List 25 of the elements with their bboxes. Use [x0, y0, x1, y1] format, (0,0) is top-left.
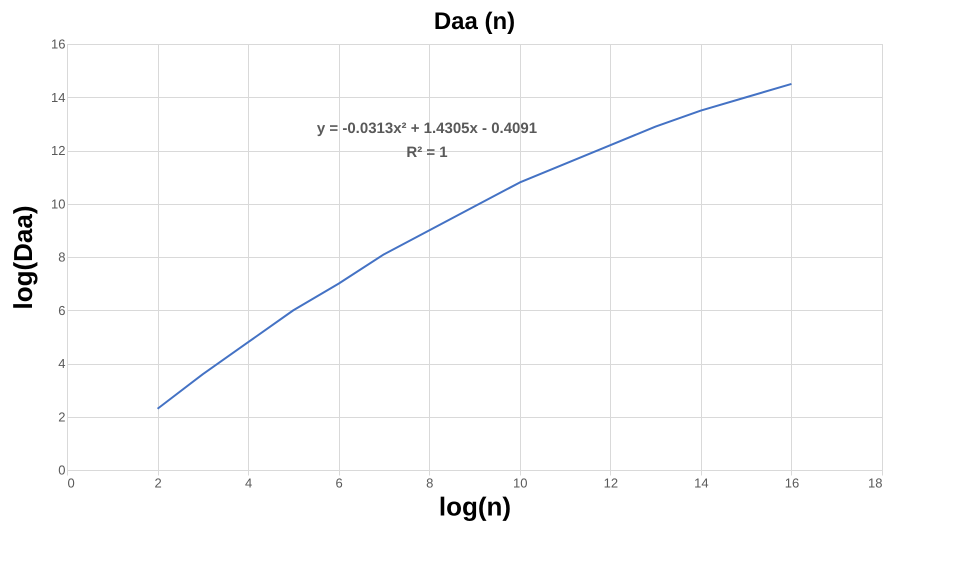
annotation: y = -0.0313x² + 1.4305x - 0.4091 — [316, 120, 538, 137]
y-tick-label: 6 — [58, 302, 66, 318]
y-tick-label: 16 — [51, 36, 66, 52]
y-tick-label: 0 — [58, 462, 66, 478]
x-tick-label: 0 — [68, 476, 75, 490]
x-tick-label: 10 — [513, 476, 528, 490]
y-axis-title: log(Daa) — [8, 206, 38, 310]
x-tick-label: 14 — [694, 476, 709, 490]
x-axis-title: log(n) — [438, 492, 512, 522]
x-tick-label: 12 — [604, 476, 618, 490]
y-tick-label: 4 — [58, 356, 66, 371]
y-tick-label: 14 — [51, 90, 66, 105]
y-tick-label: 12 — [51, 143, 66, 158]
x-tick-label: 8 — [426, 476, 434, 490]
chart-title: Daa (n) — [434, 8, 516, 35]
x-tick-label: 2 — [154, 476, 162, 490]
y-tick-label: 10 — [51, 196, 66, 212]
x-tick-label: 6 — [336, 476, 343, 490]
x-tick-label: 16 — [784, 476, 800, 490]
x-tick-label: 4 — [244, 476, 252, 490]
y-tick-label: 8 — [58, 250, 66, 264]
x-tick-label: 18 — [868, 476, 882, 490]
y-tick-label: 2 — [58, 409, 66, 424]
line-series — [156, 82, 792, 410]
annotation: R² = 1 — [406, 144, 448, 161]
